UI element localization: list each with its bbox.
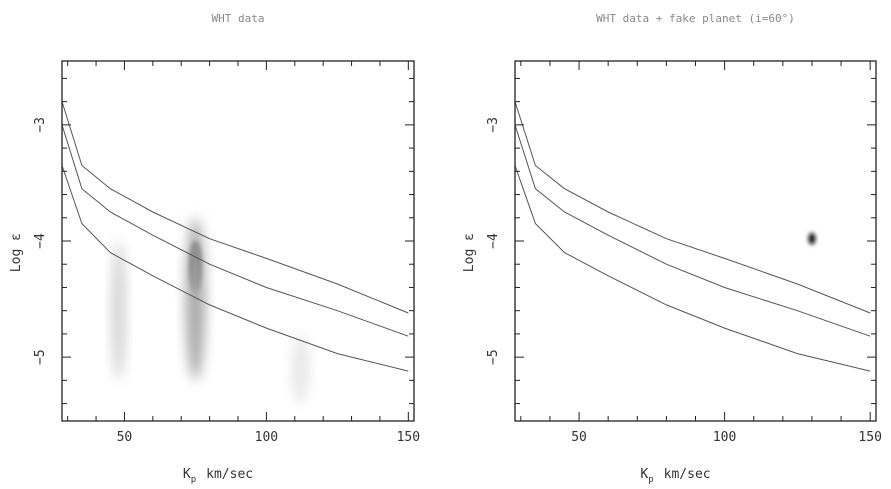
panel-1-x-axis-unit: km/sec: [206, 467, 253, 482]
panel-1-heat-feature-4: [291, 333, 309, 404]
panel-2-x-tick-label: 50: [571, 430, 587, 445]
panel-2-frame: [514, 60, 877, 422]
panel-2-x-tick-label: 150: [858, 430, 881, 445]
panel-1-x-axis-subscript: p: [191, 475, 196, 485]
panel-2-x-axis-label: Kp km/sec: [640, 467, 710, 485]
panel-1-x-axis-label: Kp km/sec: [183, 467, 253, 485]
panel-1: WHT data 50 100 150 −3 −4 −5 Kp km/sec Log ε: [9, 12, 420, 485]
panel-2-y-tick-label: −3: [486, 117, 501, 133]
panel-2-heatmap: [808, 232, 816, 245]
panel-2-title: WHT data + fake planet (i=60°): [596, 12, 795, 25]
panel-2: WHT data + fake planet (i=60°) 50 100 150 −3…: [462, 12, 882, 485]
panel-1-x-tick-label: 50: [117, 430, 133, 445]
panel-1-heat-feature-2: [185, 217, 206, 381]
panel-2-y-tick-label: −5: [486, 349, 501, 365]
panel-1-contour-2: [62, 124, 409, 337]
panel-2-contour-2: [515, 124, 871, 337]
panel-1-y-axis-label: Log ε: [9, 233, 24, 272]
panel-1-x-tick-label: 150: [397, 430, 420, 445]
panel-2-contour-3: [515, 165, 871, 372]
panel-2-y-tick-label: −4: [486, 233, 501, 249]
panel-1-y-tick-label: −5: [33, 349, 48, 365]
panel-2-x-axis-unit: km/sec: [664, 467, 711, 482]
panel-1-y-tick-label: −4: [33, 233, 48, 249]
panel-1-heat-feature-3: [111, 241, 126, 381]
panel-2-contour-1: [515, 101, 871, 314]
panel-1-contour-3: [62, 165, 409, 372]
panel-2-x-tick-label: 100: [713, 430, 736, 445]
panel-1-heatmap: [111, 217, 309, 404]
panel-1-x-tick-label: 100: [255, 430, 278, 445]
panel-1-y-tick-label: −3: [33, 117, 48, 133]
panel-1-x-axis-symbol: K: [183, 467, 191, 482]
panel-1-title: WHT data: [212, 12, 265, 25]
panel-2-x-axis-symbol: K: [640, 467, 648, 482]
panel-2-y-axis-label: Log ε: [462, 233, 477, 272]
panel-2-heat-feature-1: [808, 232, 816, 245]
panel-1-contour-1: [62, 101, 409, 314]
panel-2-x-axis-subscript: p: [648, 475, 653, 485]
